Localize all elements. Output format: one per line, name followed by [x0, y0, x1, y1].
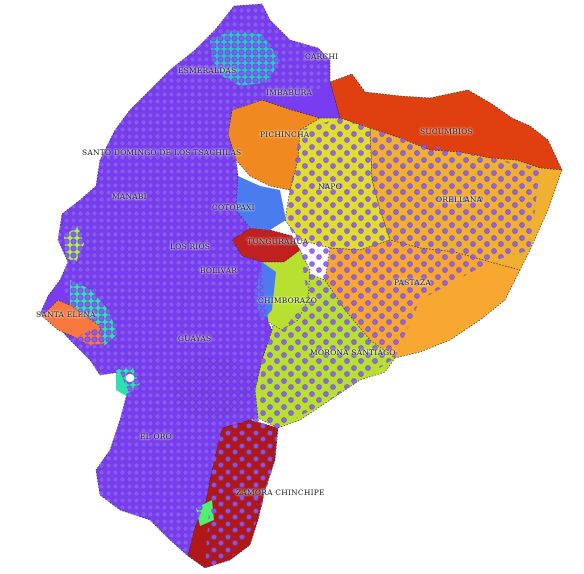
- label-orellana: ORELLANA: [436, 195, 483, 204]
- label-sucumbios: SUCUMBIOS: [420, 127, 473, 136]
- label-bolivar: BOLIVAR: [200, 266, 238, 275]
- points-sparse-east: [205, 118, 540, 568]
- label-morona-santiago: MORONA SANTIAGO: [310, 348, 396, 357]
- label-santo-domingo: SANTO DOMINGO DE LOS TSACHILAS: [82, 148, 242, 157]
- label-guayas: GUAYAS: [178, 334, 212, 343]
- points-dense-west: [58, 4, 330, 556]
- province-tungurahua: [231, 227, 301, 263]
- label-esmeraldas: ESMERALDAS: [178, 66, 237, 75]
- label-pichincha: PICHINCHA: [260, 130, 310, 139]
- label-cotopaxi: COTOPAXI: [212, 203, 255, 212]
- label-los-rios: LOS RIOS: [170, 242, 211, 251]
- island-puna: [126, 374, 134, 382]
- label-imbabura: IMBABURA: [266, 88, 313, 97]
- label-manabi: MANABI: [112, 192, 147, 201]
- label-pastaza: PASTAZA: [394, 278, 431, 287]
- label-napo: NAPO: [318, 182, 342, 191]
- label-santa-elena: SANTA ELENA: [36, 310, 96, 319]
- label-el-oro: EL ORO: [140, 432, 172, 441]
- label-zamora-chinchipe: ZAMORA CHINCHIPE: [236, 488, 325, 497]
- province-cotopaxi-blue: [236, 176, 286, 230]
- label-tungurahua: TUNGURAHUA: [247, 237, 309, 246]
- label-chimborazo: CHIMBORAZO: [258, 296, 318, 305]
- label-carchi: CARCHI: [305, 52, 339, 61]
